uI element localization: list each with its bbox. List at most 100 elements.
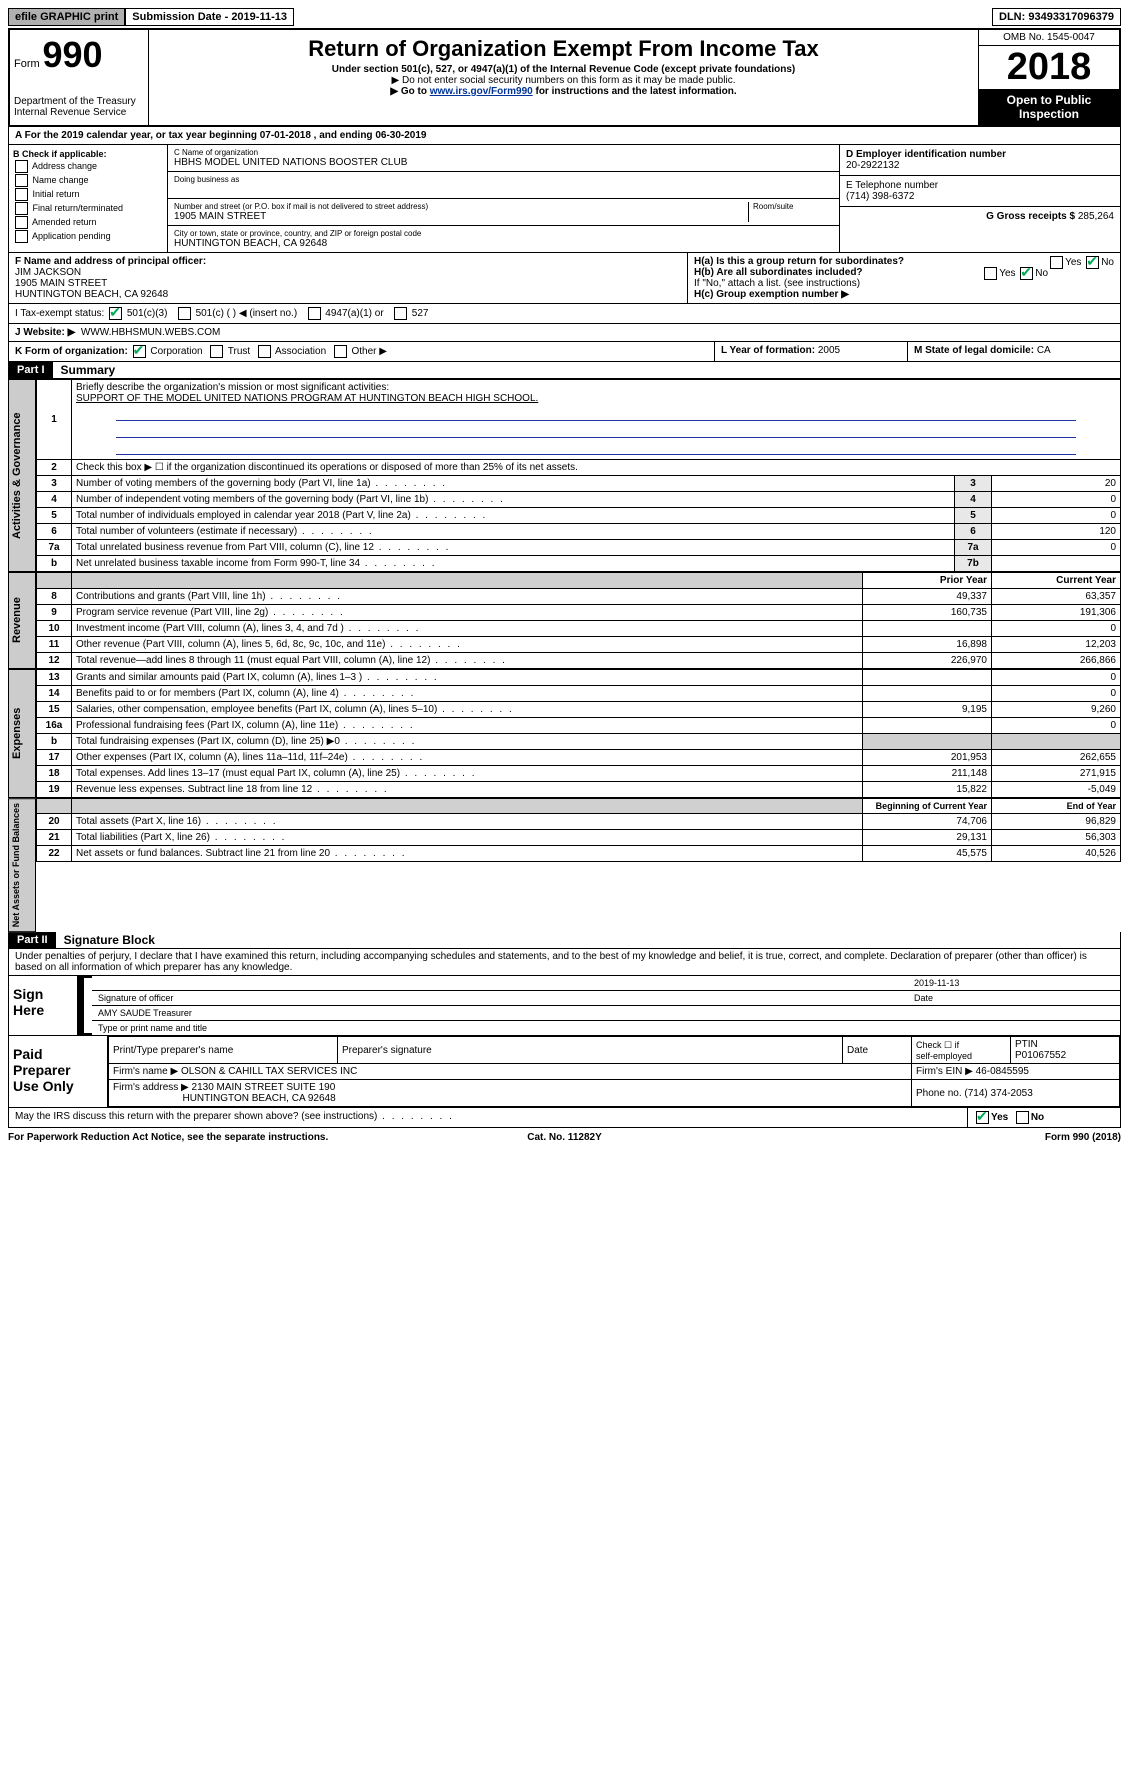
firm-addr2: HUNTINGTON BEACH, CA 92648 bbox=[182, 1093, 335, 1104]
entity-info-block: B Check if applicable: Address change Na… bbox=[8, 145, 1121, 253]
officer-label: F Name and address of principal officer: bbox=[15, 256, 206, 267]
firm-ein: 46-0845595 bbox=[976, 1066, 1029, 1077]
dept-treasury: Department of the Treasury bbox=[14, 96, 144, 107]
mission-text: SUPPORT OF THE MODEL UNITED NATIONS PROG… bbox=[76, 393, 538, 404]
firm-phone: (714) 374-2053 bbox=[964, 1088, 1032, 1099]
preparer-name-hdr: Print/Type preparer's name bbox=[109, 1037, 338, 1064]
self-emp-check: Check ☐ ifself-employed bbox=[912, 1037, 1011, 1064]
omb-number: OMB No. 1545-0047 bbox=[979, 30, 1119, 46]
part2-title: Signature Block bbox=[64, 933, 155, 947]
under-section: Under section 501(c), 527, or 4947(a)(1)… bbox=[153, 64, 974, 75]
table-row: 4Number of independent voting members of… bbox=[37, 492, 1121, 508]
dln-number: DLN: 93493317096379 bbox=[992, 8, 1121, 26]
website-label: J Website: ▶ bbox=[15, 327, 75, 338]
signer-name: AMY SAUDE Treasurer bbox=[98, 1008, 192, 1018]
table-row: 5Total number of individuals employed in… bbox=[37, 508, 1121, 524]
room-label: Room/suite bbox=[753, 202, 833, 211]
form-org-label: K Form of organization: bbox=[15, 346, 128, 357]
table-row: 15Salaries, other compensation, employee… bbox=[37, 702, 1121, 718]
ha-label: H(a) Is this a group return for subordin… bbox=[694, 256, 904, 267]
table-row: 10Investment income (Part VIII, column (… bbox=[37, 621, 1121, 637]
part2-header: Part II bbox=[9, 932, 56, 948]
table-row: 3Number of voting members of the governi… bbox=[37, 476, 1121, 492]
part1-header: Part I bbox=[9, 362, 53, 378]
officer-name: JIM JACKSON bbox=[15, 267, 81, 278]
table-row: 20Total assets (Part X, line 16)74,70696… bbox=[37, 814, 1121, 830]
main-title: Return of Organization Exempt From Incom… bbox=[153, 36, 974, 62]
org-name: HBHS MODEL UNITED NATIONS BOOSTER CLUB bbox=[174, 157, 833, 168]
table-row: 19Revenue less expenses. Subtract line 1… bbox=[37, 782, 1121, 798]
officer-addr2: HUNTINGTON BEACH, CA 92648 bbox=[15, 289, 168, 300]
domicile-label: M State of legal domicile: bbox=[914, 345, 1034, 356]
domicile-value: CA bbox=[1037, 345, 1051, 356]
line-a-period: A For the 2019 calendar year, or tax yea… bbox=[9, 127, 1120, 144]
name-label: C Name of organization bbox=[174, 148, 833, 157]
table-row: 11Other revenue (Part VIII, column (A), … bbox=[37, 637, 1121, 653]
officer-addr1: 1905 MAIN STREET bbox=[15, 278, 107, 289]
current-year-hdr: Current Year bbox=[992, 573, 1121, 589]
date-label: Date bbox=[914, 993, 1114, 1003]
addr-label: Number and street (or P.O. box if mail i… bbox=[174, 202, 748, 211]
firm-addr1: 2130 MAIN STREET SUITE 190 bbox=[192, 1082, 336, 1093]
open-public: Open to PublicInspection bbox=[979, 89, 1119, 125]
city-state-zip: HUNTINGTON BEACH, CA 92648 bbox=[174, 238, 833, 249]
table-row: 18Total expenses. Add lines 13–17 (must … bbox=[37, 766, 1121, 782]
ptin-label: PTIN bbox=[1015, 1039, 1038, 1050]
table-row: 7aTotal unrelated business revenue from … bbox=[37, 540, 1121, 556]
ein-label: D Employer identification number bbox=[846, 149, 1114, 160]
phone-label: E Telephone number bbox=[846, 180, 1114, 191]
dba-label: Doing business as bbox=[174, 175, 833, 184]
tax-year: 2018 bbox=[979, 46, 1119, 89]
end-year-hdr: End of Year bbox=[992, 799, 1121, 814]
discuss-question: May the IRS discuss this return with the… bbox=[15, 1111, 454, 1122]
sign-date: 2019-11-13 bbox=[914, 978, 1114, 988]
gross-label: G Gross receipts $ bbox=[986, 211, 1075, 222]
hc-label: H(c) Group exemption number ▶ bbox=[694, 289, 849, 300]
goto-line: ▶ Go to www.irs.gov/Form990 for instruct… bbox=[153, 86, 974, 97]
preparer-sig-hdr: Preparer's signature bbox=[338, 1037, 843, 1064]
table-row: bNet unrelated business taxable income f… bbox=[37, 556, 1121, 572]
tab-net-assets: Net Assets or Fund Balances bbox=[8, 798, 36, 932]
table-row: 21Total liabilities (Part X, line 26)29,… bbox=[37, 830, 1121, 846]
table-row: 22Net assets or fund balances. Subtract … bbox=[37, 846, 1121, 862]
irs-label: Internal Revenue Service bbox=[14, 107, 144, 118]
table-row: 13Grants and similar amounts paid (Part … bbox=[37, 670, 1121, 686]
year-formation-value: 2005 bbox=[818, 345, 840, 356]
sign-here-label: Sign Here bbox=[9, 976, 78, 1035]
box-b-checks: B Check if applicable: Address change Na… bbox=[9, 145, 168, 252]
submission-date: Submission Date - 2019-11-13 bbox=[125, 8, 294, 26]
tax-status-label: I Tax-exempt status: bbox=[15, 308, 104, 319]
firm-name: OLSON & CAHILL TAX SERVICES INC bbox=[181, 1066, 357, 1077]
form-label: Form bbox=[14, 58, 40, 70]
tab-expenses: Expenses bbox=[8, 669, 36, 798]
table-row: bTotal fundraising expenses (Part IX, co… bbox=[37, 734, 1121, 750]
prep-date-hdr: Date bbox=[843, 1037, 912, 1064]
table-row: 16aProfessional fundraising fees (Part I… bbox=[37, 718, 1121, 734]
paperwork-notice: For Paperwork Reduction Act Notice, see … bbox=[8, 1132, 379, 1143]
table-row: 6Total number of volunteers (estimate if… bbox=[37, 524, 1121, 540]
table-row: 8Contributions and grants (Part VIII, li… bbox=[37, 589, 1121, 605]
city-label: City or town, state or province, country… bbox=[174, 229, 833, 238]
efile-label[interactable]: efile GRAPHIC print bbox=[8, 8, 125, 26]
form-number: 990 bbox=[42, 34, 102, 75]
phone-value: (714) 398-6372 bbox=[846, 191, 1114, 202]
street-address: 1905 MAIN STREET bbox=[174, 211, 748, 222]
begin-year-hdr: Beginning of Current Year bbox=[863, 799, 992, 814]
prior-year-hdr: Prior Year bbox=[863, 573, 992, 589]
website-value: WWW.HBHSMUN.WEBS.COM bbox=[81, 327, 220, 338]
top-bar: efile GRAPHIC print Submission Date - 20… bbox=[8, 8, 1121, 26]
ein-value: 20-2922132 bbox=[846, 160, 1114, 171]
hb-note: If "No," attach a list. (see instruction… bbox=[694, 278, 1114, 289]
irs-link[interactable]: www.irs.gov/Form990 bbox=[430, 86, 533, 97]
year-formation-label: L Year of formation: bbox=[721, 345, 815, 356]
part1-title: Summary bbox=[61, 363, 116, 377]
form-footer: Form 990 (2018) bbox=[750, 1132, 1121, 1143]
tab-revenue: Revenue bbox=[8, 572, 36, 669]
ssn-warning: ▶ Do not enter social security numbers o… bbox=[153, 75, 974, 86]
perjury-text: Under penalties of perjury, I declare th… bbox=[8, 949, 1121, 976]
type-name-label: Type or print name and title bbox=[92, 1021, 1120, 1035]
ptin-value: P01067552 bbox=[1015, 1050, 1066, 1061]
paid-preparer-label: PaidPreparerUse Only bbox=[9, 1036, 108, 1107]
hb-label: H(b) Are all subordinates included? bbox=[694, 267, 863, 278]
cat-number: Cat. No. 11282Y bbox=[379, 1132, 750, 1143]
